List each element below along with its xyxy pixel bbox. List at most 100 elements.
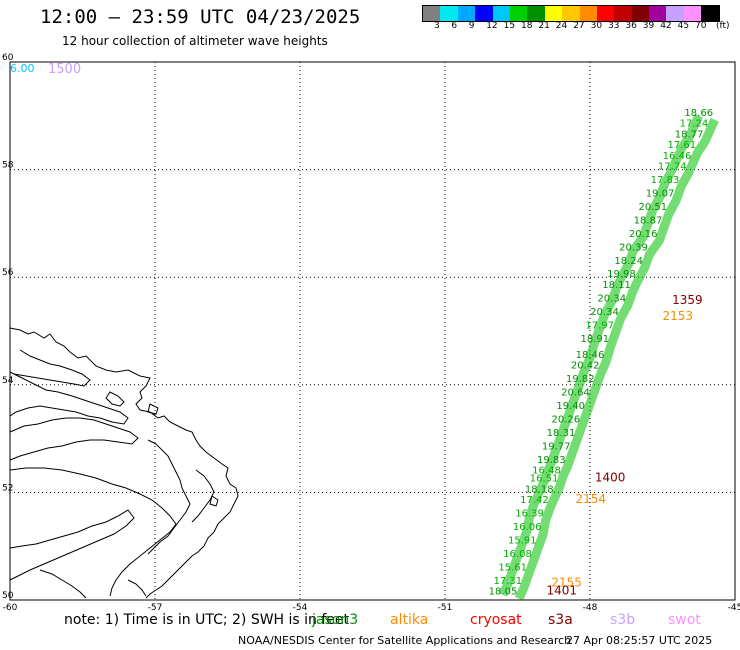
wave-height-value: 20.34 [590, 307, 619, 318]
map-subtitle: 12 hour collection of altimeter wave hei… [62, 34, 328, 48]
legend-swatch [475, 6, 493, 21]
track-time-label: 1359 [672, 293, 703, 307]
legend-swatch [509, 6, 528, 21]
footer-note: note: 1) Time is in UTC; 2) SWH is in fe… [64, 612, 350, 628]
lon-tick-label: -54 [293, 603, 308, 613]
wave-height-value: 17.42 [520, 495, 549, 506]
legend-labels: 3 6 9 12 15 18 21 24 27 30 33 36 39 42 45 70 [422, 21, 740, 33]
wave-height-value: 18.66 [684, 108, 713, 119]
wave-height-value: 16.48 [532, 466, 561, 477]
legend-label: 6 [451, 21, 458, 31]
wave-height-value: 16.51 [530, 474, 559, 485]
wave-height-value: 17.83 [651, 175, 680, 186]
wave-height-value: 17.97 [585, 320, 614, 331]
legend-swatch [614, 6, 632, 21]
wave-height-value: 15.91 [508, 536, 537, 547]
wave-height-value: 20.64 [561, 388, 590, 399]
lat-tick-label: 52 [2, 483, 13, 493]
satellite-legend-item: s3b [610, 612, 636, 628]
legend-swatch [666, 6, 684, 21]
wave-height-value: 18.24 [614, 256, 643, 267]
satellite-legend-item: cryosat [470, 612, 522, 628]
wave-height-value: 17.74 [658, 162, 687, 173]
wave-height-value: 18.46 [576, 350, 605, 361]
wave-height-value: 16.06 [513, 522, 542, 533]
lat-tick-label: 56 [2, 268, 14, 278]
track-time-label: 2153 [663, 309, 694, 323]
wave-height-value: 20.26 [552, 414, 581, 425]
top-left-time: 6.00 [10, 62, 35, 75]
legend-label: 27 [573, 21, 585, 31]
wave-height-value: 16.46 [663, 151, 692, 162]
legend-swatch [649, 6, 667, 21]
legend-label: 12 [486, 21, 498, 31]
wave-height-value: 19.40 [556, 401, 585, 412]
legend-swatch [631, 6, 650, 21]
wave-height-value: 18.05 [489, 587, 518, 598]
legend-swatch [579, 6, 597, 21]
lon-tick-label: -57 [148, 603, 163, 613]
wave-height-value: 16.08 [503, 549, 532, 560]
wave-height-value: 18.31 [547, 428, 576, 439]
wave-height-value: 17.31 [494, 576, 523, 587]
legend-swatch [701, 6, 719, 21]
generation-timestamp: 27 Apr 08:25:57 UTC 2025 [566, 634, 713, 647]
wave-height-value: 18.87 [634, 215, 663, 226]
lat-tick-label: 50 [2, 591, 14, 601]
wave-height-value: 19.83 [537, 455, 566, 466]
wave-height-value: 17.24 [680, 119, 709, 130]
wave-height-value: 20.39 [619, 242, 648, 253]
wave-height-value: 19.77 [542, 441, 571, 452]
wave-height-value: 18.91 [581, 334, 610, 345]
lat-tick-label: 54 [2, 376, 14, 386]
map-title: 12:00 – 23:59 UTC 04/23/2025 [40, 6, 361, 28]
track-time-label: 2155 [551, 576, 582, 590]
legend-label: 36 [625, 21, 637, 31]
wave-height-value: 18.18 [525, 484, 554, 495]
wave-height-value: 19.98 [607, 269, 636, 280]
legend-label: 45 [677, 21, 690, 31]
top-left-label: 1500 [48, 62, 81, 77]
legend-label: 3 [434, 21, 440, 31]
legend-units: (ft) [716, 21, 730, 31]
legend-label: 21 [538, 21, 550, 31]
legend-swatch [544, 6, 563, 21]
legend-swatch [683, 6, 702, 21]
lat-tick-label: 58 [2, 161, 14, 171]
legend-swatch [527, 6, 545, 21]
satellite-legend-item: altika [390, 612, 429, 628]
track-time-label: 2154 [576, 492, 607, 506]
legend-label: 33 [608, 21, 620, 31]
wave-height-value: 17.61 [668, 140, 697, 151]
lon-tick-label: -45 [728, 603, 740, 613]
legend-label: 70 [695, 21, 707, 31]
wave-height-value: 15.61 [498, 562, 527, 573]
satellite-legend-item: s3a [548, 612, 573, 628]
map-frame [9, 61, 736, 601]
wave-height-value: 20.34 [597, 293, 626, 304]
coastline [9, 327, 239, 599]
satellite-track [498, 113, 719, 601]
graticule: -60 -57 -54 -51 -48 -45 60 58 56 54 52 50 [2, 53, 740, 613]
lat-tick-label: 60 [2, 53, 14, 63]
wave-height-value: 20.51 [639, 202, 668, 213]
lon-tick-label: -51 [438, 603, 453, 613]
legend-label: 15 [503, 21, 516, 31]
legend-label: 39 [642, 21, 655, 31]
satellite-legend-item: jason3 [312, 612, 359, 628]
wave-height-value: 20.42 [571, 361, 600, 372]
legend-swatch [423, 6, 441, 21]
wave-height-value: 18.77 [675, 129, 704, 140]
legend-swatch [492, 6, 510, 21]
legend-label: 9 [468, 21, 475, 31]
track-pass-a [498, 113, 703, 597]
satellite-legend-item: swot [668, 612, 701, 628]
track-pass-b [514, 117, 719, 601]
track-time-label: 1400 [595, 471, 626, 485]
legend-swatch [440, 6, 458, 21]
lon-tick-label: -48 [583, 603, 598, 613]
legend-label: 24 [555, 21, 568, 31]
